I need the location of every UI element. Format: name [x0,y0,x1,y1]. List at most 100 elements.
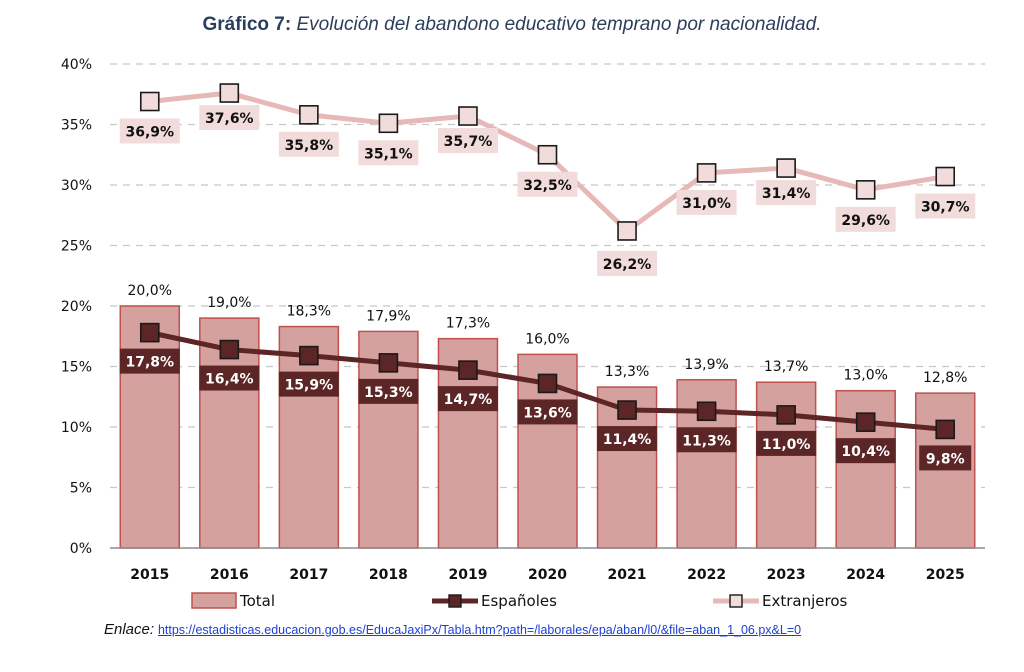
y-tick-label: 35% [61,118,92,134]
legend: Total Españoles Extranjeros [191,592,848,610]
data-label-bg-esp [835,438,896,464]
data-label-ext: 32,5% [523,178,572,194]
marker-esp [696,401,717,422]
series-extranjeros: 36,9% 37,6% 35,8% 35,1% 35,7% 32,5% 26,2% 31,0%… [119,83,976,276]
data-label-esp: 16,4% [205,372,254,388]
marker-ext [537,144,558,165]
marker-ext [696,163,717,183]
data-label-bg-ext [437,128,498,154]
bar-label-total: 17,3% [446,316,490,332]
chart-title-lead: Gráfico 7: [202,14,292,35]
legend-swatch-total [191,592,237,609]
y-tick-label: 40% [61,57,92,73]
data-label-ext: 30,7% [921,200,970,216]
data-label-bg-ext [915,193,976,219]
data-label-bg-ext [119,118,180,144]
bar-label-total: 13,7% [764,359,808,375]
data-label-ext: 26,2% [603,257,652,273]
bar-label-total: 13,3% [605,364,649,380]
chart-title-text: Evolución del abandono educativo tempran… [296,14,822,35]
marker-esp [935,419,956,440]
y-tick-label: 5% [70,481,92,497]
marker-esp [458,360,478,380]
x-tick-label: 2019 [448,567,487,583]
data-label-bg-ext [676,189,737,215]
data-label-bg-esp [358,378,419,404]
bar-label-total: 16,0% [525,331,569,347]
marker-ext [378,113,399,134]
bar-label-total: 19,0% [207,295,251,311]
y-tick-label: 0% [70,541,92,557]
data-label-ext: 29,6% [841,213,890,229]
marker-ext [776,158,796,178]
data-label-esp: 11,4% [603,432,652,448]
data-label-esp: 15,3% [364,385,413,401]
marker-esp [378,353,399,373]
data-label-bg-esp [119,348,180,374]
data-label-ext: 37,6% [205,111,254,127]
data-label-ext: 35,7% [444,134,493,150]
y-tick-label: 25% [61,239,92,255]
x-tick-label: 2016 [210,567,249,583]
bar-labels-total: 20,0% 19,0% 18,3% 17,9% 17,3% 16,0% 13,3% 13,9%… [128,283,968,386]
bar-label-total: 13,0% [843,368,887,384]
chart-title: Gráfico 7: Evolución del abandono educat… [0,14,1024,36]
y-axis-ticks: 0% 5% 10% 15% 20% 25% 30% 35% 40% [61,57,92,557]
data-label-bg-esp [278,371,339,397]
source-label: Enlace: [104,621,155,638]
data-label-bg-esp [437,386,498,412]
source-link[interactable]: https://estadisticas.educacion.gob.es/Ed… [157,623,802,637]
x-tick-label: 2015 [130,567,169,583]
x-tick-label: 2021 [608,567,647,583]
marker-ext [855,180,876,200]
marker-ext [458,106,478,126]
marker-esp [776,405,796,425]
marker-ext [935,166,956,187]
bar-label-total: 18,3% [287,304,331,320]
source-line: Enlace: https://estadisticas.educacion.g… [104,621,801,638]
marker-esp [139,322,160,343]
data-label-bg-ext [597,250,658,276]
legend-item-extranjeros: Extranjeros [713,592,848,610]
y-tick-label: 10% [61,420,92,436]
x-tick-label: 2017 [289,567,328,583]
marker-ext [219,83,240,103]
bar-label-total: 12,8% [923,370,967,386]
legend-label-espanoles: Españoles [481,592,557,610]
bar-label-total: 17,9% [366,308,410,324]
bar-total [914,392,976,549]
chart-svg: 0%5%10%15%20%25%30%35%40% 2015 2016 2017 20… [61,57,985,610]
y-tick-label: 30% [61,178,92,194]
legend-marker-espanoles [448,594,462,608]
data-label-bg-esp [756,430,817,456]
data-label-bg-esp [919,445,972,471]
y-tick-label: 20% [61,299,92,315]
marker-ext [139,91,160,112]
legend-label-extranjeros: Extranjeros [762,592,848,610]
data-label-bg-esp [517,399,578,425]
data-label-bg-ext [358,140,419,166]
data-label-esp: 14,7% [444,392,493,408]
marker-ext [299,105,319,125]
x-tick-label: 2018 [369,567,408,583]
data-label-ext: 36,9% [125,125,174,141]
data-label-bg-esp [676,427,737,453]
marker-ext [617,221,637,241]
data-label-ext: 31,0% [682,196,731,212]
legend-marker-extranjeros [729,594,743,608]
data-label-esp: 11,3% [682,433,731,449]
marker-esp [855,412,876,432]
x-tick-label: 2022 [687,567,726,583]
legend-item-espanoles: Españoles [432,592,557,610]
marker-esp [617,400,637,420]
data-label-esp: 9,8% [926,451,965,467]
bar-label-total: 13,9% [684,357,728,373]
data-label-esp: 13,6% [523,405,572,421]
marker-esp [299,345,319,366]
x-tick-label: 2025 [926,567,965,583]
data-label-bg-ext [835,206,896,232]
data-label-ext: 35,8% [285,138,334,154]
data-label-esp: 17,8% [125,355,174,371]
data-label-bg-ext [517,171,578,197]
legend-label-total: Total [239,592,275,610]
